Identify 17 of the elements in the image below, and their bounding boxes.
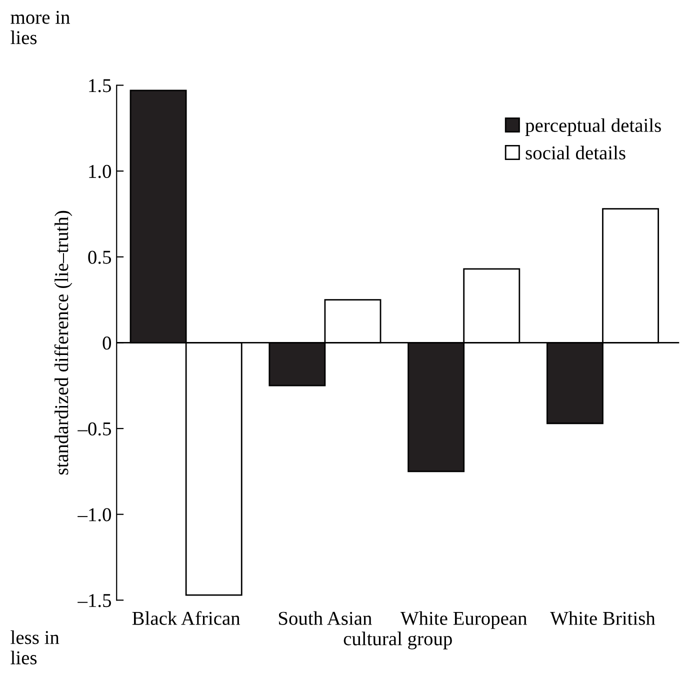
x-tick-label: White British [550, 611, 656, 626]
y-tick-label: 0.5 [88, 250, 111, 264]
text: more in lies [10, 10, 70, 44]
x-tick-label: Black African [132, 611, 240, 625]
text: less in lies [10, 630, 60, 664]
x-tick-label: White European [400, 611, 527, 629]
y-tick-label: 1.0 [89, 164, 112, 178]
y-tick-label: –1.5 [78, 594, 111, 608]
x-axis-title: cultural group [344, 632, 452, 650]
y-tick-label: –0.5 [78, 422, 111, 436]
legend-label: perceptual details [525, 118, 661, 136]
x-tick-label: South Asian [278, 611, 372, 625]
y-tick-label: 1.5 [89, 79, 111, 92]
y-axis-title: standardized difference (lie–truth) [54, 210, 72, 475]
legend-label: social details [526, 146, 626, 160]
y-tick-label: –1.0 [78, 508, 112, 522]
y-tick-label: 0 [102, 336, 112, 350]
